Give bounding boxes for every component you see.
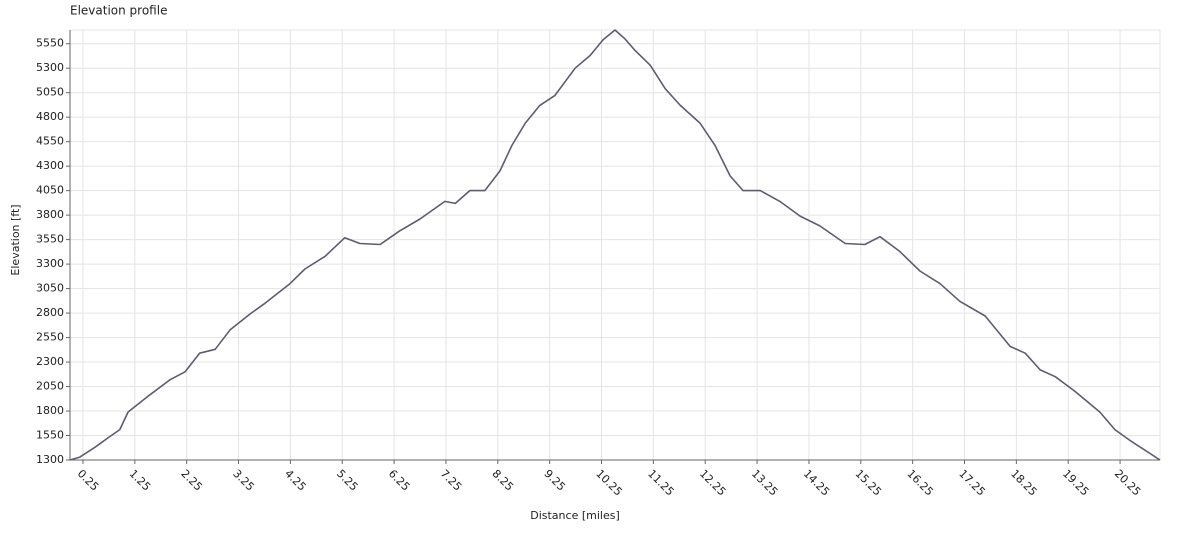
y-tick-label: 2300 bbox=[36, 355, 64, 368]
elevation-line bbox=[69, 29, 1161, 461]
y-axis-label: Elevation [ft] bbox=[9, 204, 22, 275]
y-tick-label: 4300 bbox=[36, 159, 64, 172]
y-tick-label: 2800 bbox=[36, 306, 64, 319]
y-tick-label: 5050 bbox=[36, 86, 64, 99]
y-tick-label: 3550 bbox=[36, 233, 64, 246]
y-tick-label: 5550 bbox=[36, 37, 64, 50]
chart-title: Elevation profile bbox=[70, 4, 167, 18]
y-tick-label: 5300 bbox=[36, 61, 64, 74]
y-tick-label: 3300 bbox=[36, 257, 64, 270]
y-tick-label: 4550 bbox=[36, 135, 64, 148]
y-tick-label: 1550 bbox=[36, 429, 64, 442]
y-tick-label: 3800 bbox=[36, 208, 64, 221]
y-tick-label: 3050 bbox=[36, 282, 64, 295]
x-axis-label: Distance [miles] bbox=[530, 509, 620, 522]
y-tick-label: 2050 bbox=[36, 380, 64, 393]
y-tick-label: 1800 bbox=[36, 404, 64, 417]
y-tick-label: 2550 bbox=[36, 331, 64, 344]
y-tick-label: 1300 bbox=[36, 453, 64, 466]
y-tick-label: 4800 bbox=[36, 110, 64, 123]
y-tick-label: 4050 bbox=[36, 184, 64, 197]
